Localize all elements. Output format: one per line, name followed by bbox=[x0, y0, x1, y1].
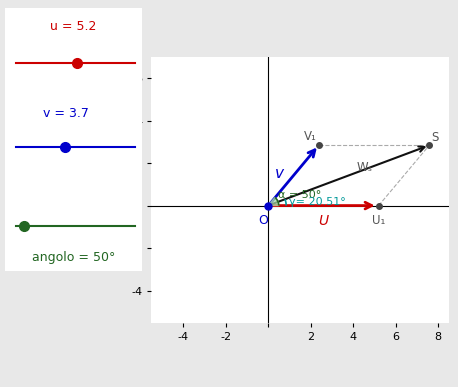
Text: Wₛ: Wₛ bbox=[356, 161, 372, 175]
Text: angolo = 50°: angolo = 50° bbox=[32, 251, 115, 264]
Polygon shape bbox=[268, 197, 279, 205]
Text: O: O bbox=[258, 214, 268, 227]
Text: α = 50°: α = 50° bbox=[278, 190, 322, 200]
Text: v: v bbox=[275, 166, 284, 181]
Text: S: S bbox=[431, 131, 439, 144]
Text: V₁: V₁ bbox=[304, 130, 316, 143]
Text: U₁: U₁ bbox=[372, 214, 385, 227]
Text: v = 3.7: v = 3.7 bbox=[44, 106, 89, 120]
Text: u = 5.2: u = 5.2 bbox=[50, 20, 97, 33]
Text: γ= 20.51°: γ= 20.51° bbox=[289, 197, 346, 207]
FancyBboxPatch shape bbox=[2, 2, 145, 276]
Text: U: U bbox=[318, 214, 328, 228]
